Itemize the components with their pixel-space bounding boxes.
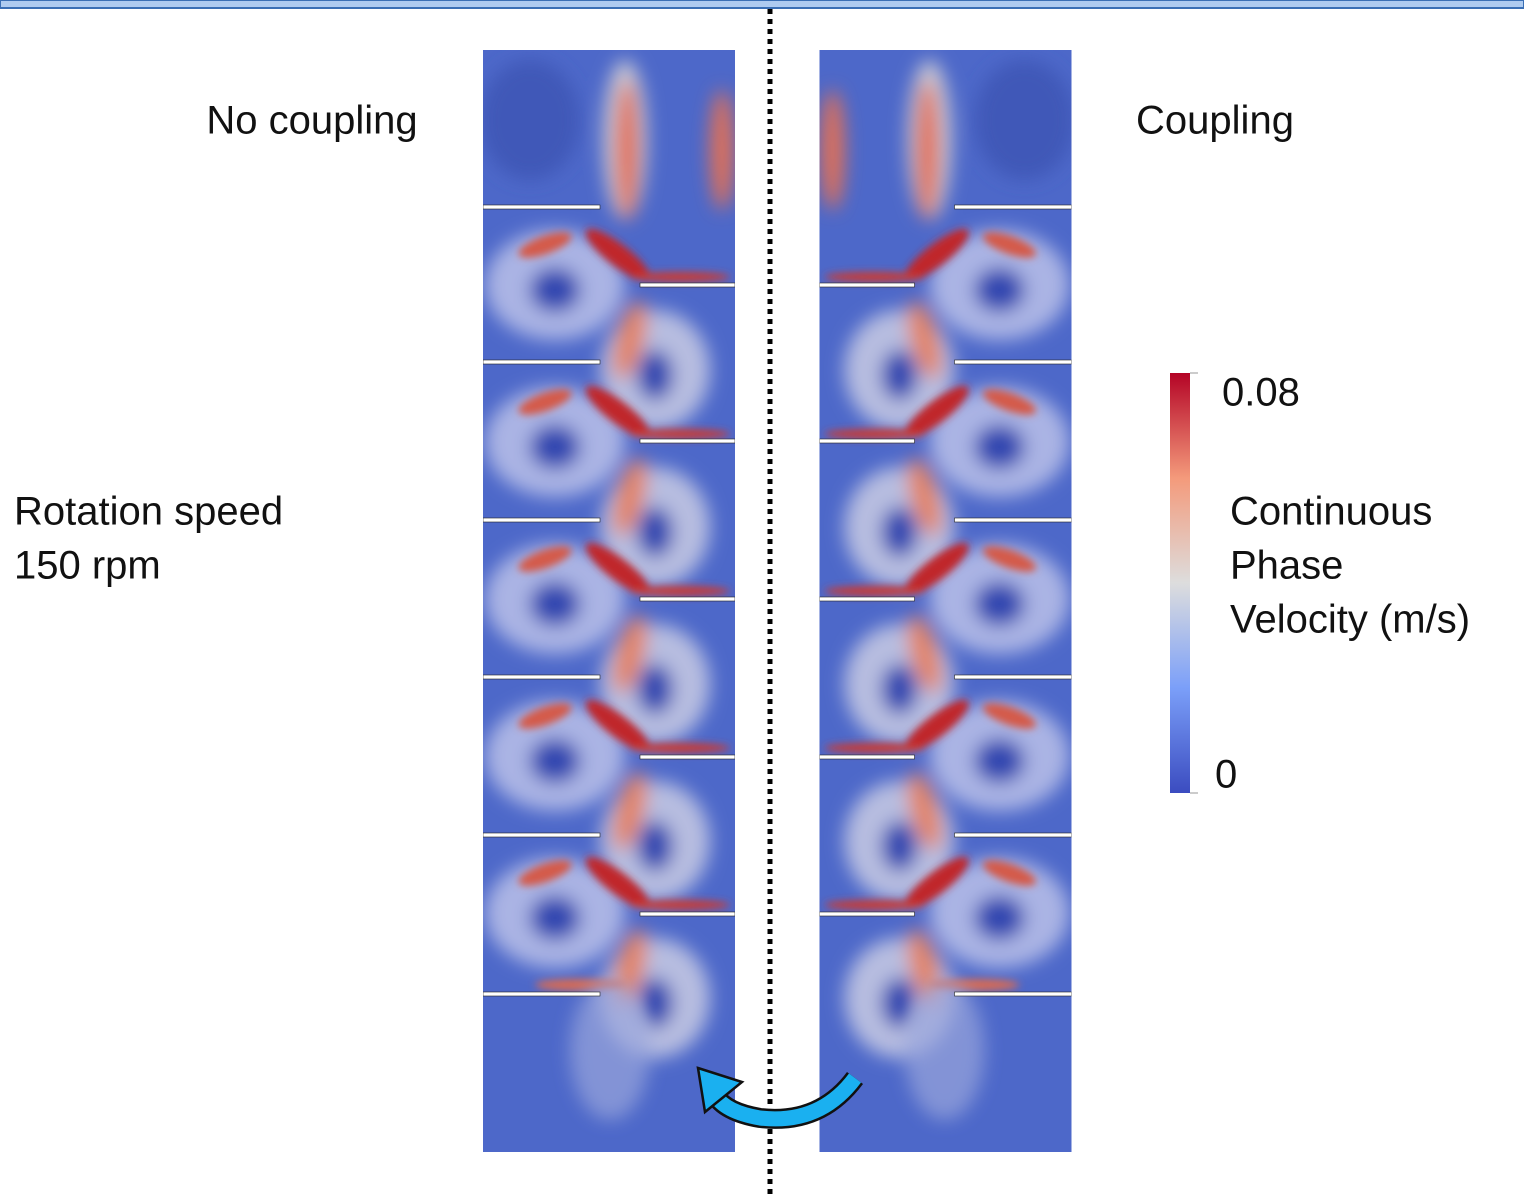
flow-red bbox=[630, 429, 730, 439]
flow-red bbox=[518, 860, 572, 886]
flow-dark bbox=[637, 350, 673, 400]
baffle bbox=[483, 359, 601, 365]
left-label: No coupling bbox=[206, 99, 417, 143]
flow-dark bbox=[483, 60, 580, 180]
flow-red bbox=[518, 546, 572, 572]
flow-red bbox=[518, 703, 572, 729]
flow-panel-mirror bbox=[820, 50, 1075, 1152]
flow-red bbox=[585, 856, 651, 910]
colorbar-title: Continuous bbox=[1230, 490, 1432, 534]
baffle bbox=[639, 596, 735, 602]
flow-red bbox=[612, 615, 648, 693]
flow-red bbox=[585, 228, 651, 282]
colorbar-title: Velocity (m/s) bbox=[1230, 598, 1470, 642]
flow-dark bbox=[637, 507, 673, 557]
flow-red bbox=[518, 232, 572, 258]
flow-red bbox=[612, 772, 648, 850]
flow-dark bbox=[530, 739, 580, 783]
flow-streaks bbox=[518, 228, 730, 991]
baffle bbox=[639, 282, 735, 288]
flow-red bbox=[710, 90, 734, 210]
flow-dark bbox=[637, 821, 673, 871]
baffle bbox=[483, 832, 601, 838]
flow-red bbox=[518, 389, 572, 415]
baffle bbox=[483, 991, 601, 997]
flow-blobs bbox=[483, 60, 734, 1058]
colorbar bbox=[1170, 373, 1190, 793]
speed-label: 150 rpm bbox=[14, 544, 161, 588]
flow-dark bbox=[530, 896, 580, 940]
flow-dark bbox=[637, 664, 673, 714]
flow-dark bbox=[637, 978, 673, 1028]
baffle bbox=[483, 204, 601, 210]
baffle bbox=[639, 911, 735, 917]
flow-red bbox=[630, 586, 730, 596]
colorbar-tick-label: 0 bbox=[1215, 753, 1237, 797]
flow-red bbox=[615, 80, 639, 220]
flow-red bbox=[630, 743, 730, 753]
flow-red bbox=[630, 900, 730, 910]
right-label: Coupling bbox=[1136, 99, 1294, 143]
speed-label: Rotation speed bbox=[14, 490, 283, 534]
baffle bbox=[483, 517, 601, 523]
baffle bbox=[639, 438, 735, 444]
baffle bbox=[483, 674, 601, 680]
top-bar bbox=[0, 0, 1524, 9]
flow-red bbox=[585, 542, 651, 596]
rotation-arrow-head bbox=[696, 1066, 745, 1115]
flow-panel bbox=[483, 50, 735, 1152]
baffle bbox=[639, 754, 735, 760]
flow-red bbox=[612, 458, 648, 536]
flow-dark bbox=[530, 268, 580, 312]
flow-light bbox=[570, 980, 650, 1120]
flow-red bbox=[585, 385, 651, 439]
flow-dark bbox=[530, 582, 580, 626]
flow-red bbox=[630, 272, 730, 282]
flow-red bbox=[612, 301, 648, 379]
flow-dark bbox=[530, 425, 580, 469]
colorbar-title: Phase bbox=[1230, 544, 1343, 588]
rotation-arrow bbox=[708, 1073, 862, 1127]
colorbar-tick-label: 0.08 bbox=[1222, 371, 1300, 415]
flow-red bbox=[585, 699, 651, 753]
